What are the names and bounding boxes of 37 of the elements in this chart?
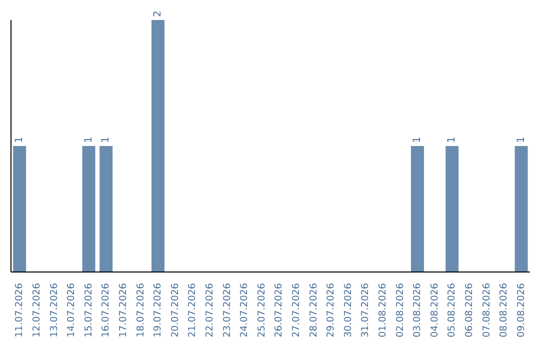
data-label: 1 bbox=[14, 136, 26, 143]
x-tick-label: 28.07.2026 bbox=[308, 283, 320, 338]
x-tick-label: 31.07.2026 bbox=[360, 283, 372, 338]
x-tick-label: 21.07.2026 bbox=[187, 283, 198, 338]
x-tick-label: 20.07.2026 bbox=[170, 283, 181, 338]
x-tick-label: 03.08.2026 bbox=[412, 283, 424, 338]
data-label: 1 bbox=[516, 136, 527, 143]
x-tick-label: 24.07.2026 bbox=[239, 283, 250, 338]
data-label: 1 bbox=[446, 136, 458, 143]
x-tick-label: 26.07.2026 bbox=[274, 283, 285, 338]
x-tick-label: 16.07.2026 bbox=[100, 283, 112, 338]
data-label: 1 bbox=[100, 136, 112, 143]
x-tick-label: 19.07.2026 bbox=[152, 283, 164, 338]
data-label: 1 bbox=[83, 136, 94, 143]
x-tick-label: 29.07.2026 bbox=[326, 283, 337, 338]
x-tick-label: 12.07.2026 bbox=[31, 283, 42, 338]
x-tick-label: 14.07.2026 bbox=[66, 283, 78, 338]
x-tick-label: 09.08.2026 bbox=[516, 283, 527, 338]
x-tick-label: 25.07.2026 bbox=[256, 283, 268, 338]
x-tick-label: 23.07.2026 bbox=[222, 283, 233, 338]
x-tick-label: 01.08.2026 bbox=[377, 283, 388, 338]
x-tick-label: 04.08.2026 bbox=[429, 283, 440, 338]
x-tick-label: 06.08.2026 bbox=[464, 283, 475, 338]
x-tick-label: 08.08.2026 bbox=[498, 283, 510, 338]
x-tick-label: 27.07.2026 bbox=[290, 283, 302, 338]
x-tick-label: 18.07.2026 bbox=[135, 283, 146, 338]
data-label: 2 bbox=[152, 10, 164, 17]
data-label: 1 bbox=[412, 136, 423, 143]
x-tick-label: 02.08.2026 bbox=[394, 283, 406, 338]
x-tick-label: 15.07.2026 bbox=[83, 283, 94, 338]
x-tick-label: 17.07.2026 bbox=[118, 283, 129, 338]
x-tick-label: 30.07.2026 bbox=[342, 283, 354, 338]
x-tick-label: 05.08.2026 bbox=[446, 283, 458, 338]
x-tick-label: 07.08.2026 bbox=[481, 283, 492, 338]
x-tick-label: 11.07.2026 bbox=[14, 283, 26, 338]
x-tick-label: 13.07.2026 bbox=[48, 283, 60, 338]
x-tick-label: 22.07.2026 bbox=[204, 283, 216, 338]
